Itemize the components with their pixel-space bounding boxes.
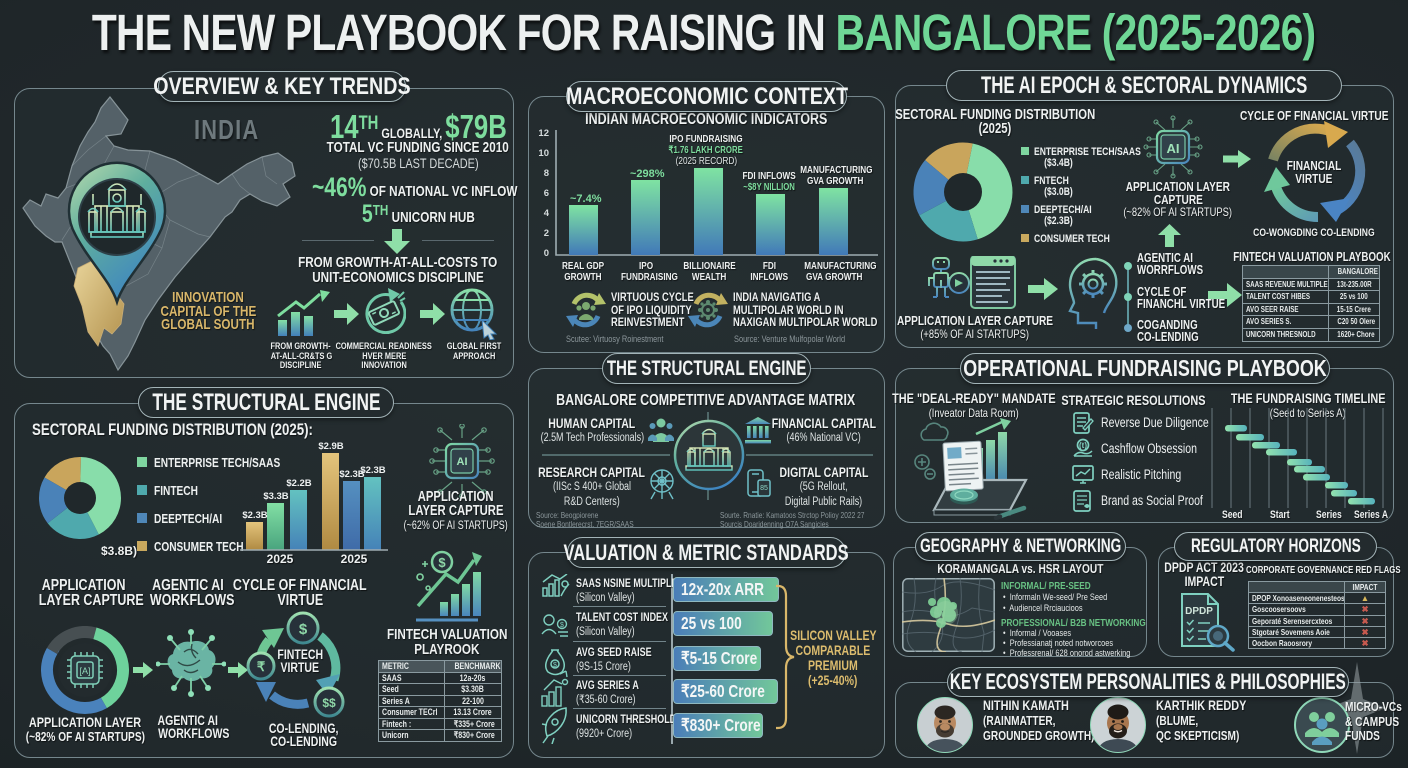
svg-text:6: 6 [544,188,549,199]
svg-text:$: $ [438,555,446,570]
svg-text:$2.3B: $2.3B [360,465,385,476]
svg-text:$2.3B: $2.3B [242,510,267,521]
svg-text:10: 10 [538,148,549,159]
svg-text:$: $ [553,662,557,669]
svg-text:$2.3B: $2.3B [339,469,364,480]
svg-text:$2.2B: $2.2B [286,478,311,489]
svg-text:AI: AI [457,456,468,468]
svg-text:[A]: [A] [79,666,90,676]
svg-text:$: $ [299,621,308,638]
svg-text:2: 2 [544,228,549,239]
svg-text:$3.3B: $3.3B [263,491,288,502]
svg-text:$2.9B: $2.9B [318,441,343,452]
svg-text:DPDP: DPDP [1185,606,1213,617]
svg-text:AI: AI [1167,141,1180,156]
svg-text:$$: $$ [322,696,336,710]
svg-text:0: 0 [544,248,549,259]
svg-text:4: 4 [544,208,550,219]
svg-text:12: 12 [538,128,549,139]
svg-text:8: 8 [544,168,549,179]
svg-text:$: $ [560,622,564,629]
svg-text:₹: ₹ [257,659,266,674]
svg-text:(t): (t) [1079,441,1087,450]
svg-text:85: 85 [760,485,768,492]
